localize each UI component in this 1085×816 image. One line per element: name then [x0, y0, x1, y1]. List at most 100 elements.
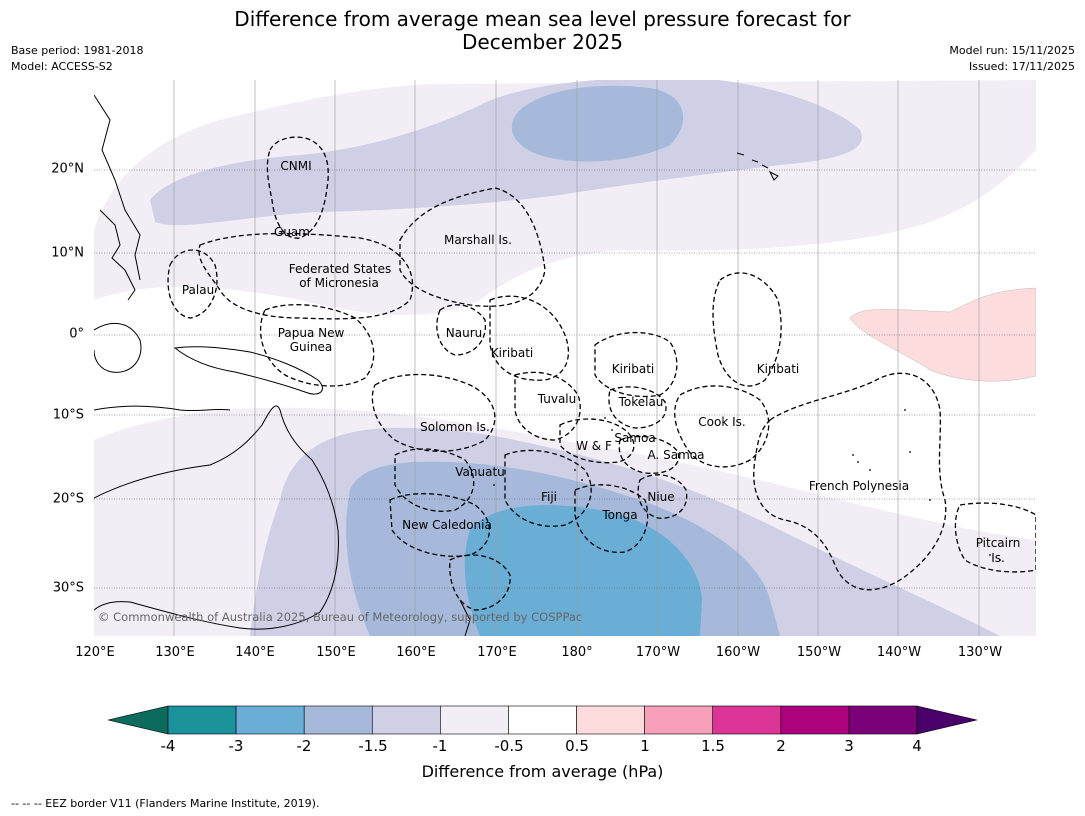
label-guam: Guam	[274, 225, 310, 239]
label-kiribati-west: Kiribati	[490, 346, 534, 360]
lon-label-180: 180°	[561, 645, 593, 660]
new-zealand-area	[459, 599, 471, 636]
eez-french-polynesia	[753, 372, 947, 591]
coastlines	[94, 94, 471, 636]
indonesia-islands	[94, 405, 231, 412]
lon-label-130w: 130°W	[957, 645, 1003, 660]
colorbar-min-arrow	[107, 705, 169, 735]
colorbar-tick: -3	[228, 737, 244, 755]
anomaly-south-deep	[464, 505, 702, 636]
eez-pitcairn	[954, 502, 1036, 573]
lon-label-170w: 170°W	[635, 645, 681, 660]
lat-label-20s: 20°S	[52, 491, 84, 507]
borneo	[94, 322, 142, 373]
colorbar-segment	[848, 705, 918, 735]
longitude-gridlines	[173, 80, 980, 636]
colorbar	[107, 705, 978, 735]
lat-label-0: 0°	[69, 326, 84, 342]
label-tokelau: Tokelau	[618, 395, 664, 409]
eez-kiribati-w	[489, 295, 569, 381]
label-marshall: Marshall Is.	[444, 233, 512, 247]
chart-title: Difference from average mean sea level p…	[0, 8, 1085, 54]
lon-label-160e: 160°E	[396, 645, 436, 660]
label-asamoa: A. Samoa	[647, 448, 705, 462]
meta-right: Model run: 15/11/2025 Issued: 17/11/2025	[949, 43, 1075, 75]
meta-left: Base period: 1981-2018 Model: ACCESS-S2	[11, 43, 143, 75]
lat-label-30s: 30°S	[52, 580, 84, 596]
eez-palau	[167, 249, 218, 319]
label-tonga: Tonga	[602, 508, 638, 522]
label-cnmi: CNMI	[280, 159, 312, 173]
colorbar-segment	[576, 705, 645, 735]
eez-tokelau	[608, 386, 667, 429]
eez-cnmi	[266, 136, 329, 239]
copyright-notice: © Commonwealth of Australia 2025, Bureau…	[98, 610, 583, 624]
eez-solomon	[371, 373, 496, 452]
lat-label-20n: 20°N	[51, 161, 84, 177]
eez-cook	[674, 385, 770, 468]
colorbar-tick: -1.5	[358, 737, 388, 755]
label-vanuatu: Vanuatu	[455, 465, 505, 479]
title-line-2: December 2025	[462, 30, 623, 54]
label-new-caledonia: New Caledonia	[402, 518, 492, 532]
asia-coast	[94, 94, 141, 281]
label-pitcairn-1: Pitcairn	[975, 536, 1021, 550]
eez-kiribati-e	[712, 272, 782, 387]
anomaly-north-core	[511, 85, 684, 162]
colorbar-tick: -4	[160, 737, 176, 755]
hawaii-islands	[736, 152, 779, 181]
label-wf: W & F	[576, 439, 612, 453]
eez-marshall	[399, 187, 546, 307]
lon-label-130e: 130°E	[155, 645, 195, 660]
colorbar-tick: 0.5	[565, 737, 589, 755]
anomaly-north-mid	[150, 80, 862, 226]
colorbar-segment	[712, 705, 782, 735]
eez-fsm	[198, 232, 414, 320]
eez-fiji	[504, 449, 592, 527]
lon-label-150w: 150°W	[796, 645, 842, 660]
label-tuvalu: Tuvalu	[537, 392, 577, 406]
eez-new-caledonia	[389, 493, 491, 557]
colorbar-tick: 4	[912, 737, 922, 755]
label-fsm-2: of Micronesia	[299, 276, 379, 290]
base-period: Base period: 1981-2018	[11, 44, 144, 57]
eez-vanuatu	[394, 448, 475, 512]
colorbar-segment	[440, 705, 509, 735]
colorbar-tick: -0.5	[494, 737, 524, 755]
lat-label-10n: 10°N	[51, 245, 84, 261]
label-png-1: Papua New	[277, 326, 345, 340]
lon-label-120e: 120°E	[75, 645, 115, 660]
island-dots	[479, 409, 1001, 561]
label-solomon: Solomon Is.	[420, 420, 490, 434]
model-name: Model: ACCESS-S2	[11, 60, 113, 73]
lon-label-150e: 150°E	[316, 645, 356, 660]
eez-wf-samoa	[559, 418, 635, 464]
colorbar-segment	[371, 705, 441, 735]
label-samoa: Samoa	[614, 431, 656, 445]
label-nauru: Nauru	[445, 326, 483, 340]
colorbar-tick: -1	[432, 737, 448, 755]
label-kiribati-central: Kiribati	[611, 362, 655, 376]
title-line-1: Difference from average mean sea level p…	[234, 7, 851, 31]
colorbar-tick: 1.5	[701, 737, 725, 755]
label-cook: Cook Is.	[698, 415, 746, 429]
label-png-2: Guinea	[289, 340, 333, 354]
eez-niue	[637, 474, 688, 519]
lon-label-140e: 140°E	[235, 645, 275, 660]
eez-png	[259, 304, 375, 387]
eez-footnote: -- -- -- EEZ border V11 (Flanders Marine…	[11, 797, 320, 810]
eez-borders	[167, 136, 1036, 611]
colorbar-segment	[235, 705, 305, 735]
colorbar-segment	[167, 705, 237, 735]
colorbar-segment	[508, 705, 577, 735]
label-fsm-1: Federated States	[288, 262, 392, 276]
philippines	[99, 209, 136, 301]
label-pitcairn-2: Is.	[991, 551, 1005, 565]
eez-asamoa	[618, 435, 680, 474]
eez-nz-area	[449, 554, 511, 611]
anomaly-positive-east	[849, 287, 1036, 382]
colorbar-max-arrow	[916, 705, 978, 735]
eez-nauru	[436, 304, 487, 356]
lat-label-10s: 10°S	[52, 407, 84, 423]
